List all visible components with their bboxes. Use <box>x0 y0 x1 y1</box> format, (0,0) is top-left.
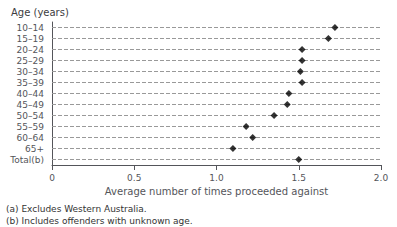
svg-text:Average number of times procee: Average number of times proceeded agains… <box>105 186 328 197</box>
svg-text:10–14: 10–14 <box>17 23 45 33</box>
svg-text:45–49: 45–49 <box>17 100 45 110</box>
svg-text:0: 0 <box>49 173 55 183</box>
svg-text:40–44: 40–44 <box>17 89 45 99</box>
svg-text:1.0: 1.0 <box>209 173 224 183</box>
svg-text:Total(b): Total(b) <box>9 155 44 165</box>
svg-text:30–34: 30–34 <box>17 67 45 77</box>
svg-text:2.0: 2.0 <box>374 173 389 183</box>
svg-text:55–59: 55–59 <box>17 122 45 132</box>
svg-text:1.5: 1.5 <box>292 173 306 183</box>
svg-text:15–19: 15–19 <box>17 34 45 44</box>
svg-text:25–29: 25–29 <box>17 56 45 66</box>
svg-text:60–64: 60–64 <box>17 133 45 143</box>
svg-text:20–24: 20–24 <box>17 45 45 55</box>
svg-text:0.5: 0.5 <box>127 173 141 183</box>
svg-text:65+: 65+ <box>25 144 44 154</box>
svg-text:50–54: 50–54 <box>17 111 45 121</box>
svg-text:Age (years): Age (years) <box>11 7 69 18</box>
svg-text:(b) Includes offenders with un: (b) Includes offenders with unknown age. <box>6 216 193 226</box>
svg-text:(a) Excludes Western Australia: (a) Excludes Western Australia. <box>6 204 147 214</box>
svg-text:35–39: 35–39 <box>17 78 45 88</box>
